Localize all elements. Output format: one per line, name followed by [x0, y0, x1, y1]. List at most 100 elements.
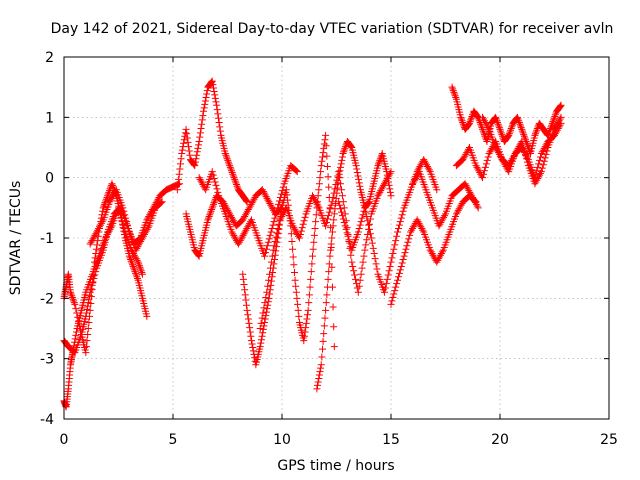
data-point — [176, 180, 184, 188]
data-point — [404, 238, 412, 246]
data-point — [322, 299, 330, 307]
data-point — [128, 259, 136, 267]
data-point — [82, 349, 90, 357]
data-point — [337, 205, 345, 213]
data-point — [311, 225, 319, 233]
data-point — [385, 267, 393, 275]
data-point — [86, 306, 94, 314]
data-point — [68, 292, 76, 300]
data-point — [350, 267, 358, 275]
data-point — [290, 268, 298, 276]
y-tick-label: 1 — [45, 110, 54, 126]
data-point — [71, 300, 79, 308]
data-point — [222, 151, 230, 159]
data-point — [358, 214, 366, 222]
data-point — [249, 343, 257, 351]
data-point — [274, 225, 282, 233]
data-point — [258, 314, 266, 322]
data-point — [210, 87, 218, 95]
data-point — [551, 111, 559, 119]
data-point — [277, 190, 285, 198]
data-point — [334, 179, 342, 187]
data-point — [317, 168, 325, 176]
data-point — [449, 87, 457, 95]
data-point — [209, 200, 217, 208]
data-point — [327, 246, 335, 254]
data-point — [176, 165, 184, 173]
data-point — [268, 252, 276, 260]
data-point — [68, 293, 76, 301]
data-point — [392, 283, 400, 291]
y-tick-label: -1 — [40, 231, 54, 247]
data-point — [337, 160, 345, 168]
data-point — [242, 196, 250, 204]
data-point — [301, 328, 309, 336]
data-point — [307, 275, 315, 283]
data-point — [542, 150, 550, 158]
data-point — [137, 267, 145, 275]
data-point — [212, 181, 220, 189]
series-sat-n — [448, 83, 565, 158]
data-point — [267, 228, 275, 236]
data-point — [327, 240, 335, 248]
data-point — [516, 120, 524, 128]
data-point — [518, 137, 526, 145]
data-point — [227, 165, 235, 173]
data-point — [371, 255, 379, 263]
data-point — [270, 218, 278, 226]
data-point — [372, 260, 380, 268]
data-point — [551, 112, 559, 120]
data-point — [356, 182, 364, 190]
data-point — [100, 202, 108, 210]
data-point — [136, 263, 144, 271]
data-point — [205, 214, 213, 222]
data-point — [518, 125, 526, 133]
data-point — [266, 270, 274, 278]
data-point — [185, 147, 193, 155]
data-point — [387, 258, 395, 266]
data-point — [210, 199, 218, 207]
data-point — [556, 102, 564, 110]
data-point — [391, 241, 399, 249]
data-point — [357, 270, 365, 278]
data-point — [523, 139, 531, 147]
data-point — [67, 290, 75, 298]
data-point — [209, 81, 217, 89]
data-point — [102, 197, 110, 205]
data-point — [180, 139, 188, 147]
data-point — [256, 343, 264, 351]
data-point — [99, 204, 107, 212]
data-point — [364, 217, 372, 225]
data-point — [176, 160, 184, 168]
data-point — [261, 318, 269, 326]
data-point — [206, 211, 214, 219]
data-point — [293, 294, 301, 302]
data-point — [138, 268, 146, 276]
data-point — [337, 186, 345, 194]
data-point — [223, 153, 231, 161]
data-point — [295, 312, 303, 320]
data-point — [259, 325, 267, 333]
series-sat-j — [313, 137, 395, 393]
data-point — [267, 281, 275, 289]
data-point — [335, 174, 343, 182]
data-point — [302, 324, 310, 332]
data-point — [247, 332, 255, 340]
series-sat-p — [479, 113, 565, 188]
data-point — [451, 90, 459, 98]
data-point — [292, 167, 300, 175]
data-point — [181, 129, 189, 137]
data-point — [330, 343, 338, 351]
data-point — [333, 184, 341, 192]
data-point — [275, 200, 283, 208]
data-point — [203, 90, 211, 98]
data-point — [396, 266, 404, 274]
data-point — [257, 319, 265, 327]
data-point — [340, 204, 348, 212]
data-point — [391, 287, 399, 295]
data-point — [344, 232, 352, 240]
data-point — [524, 143, 532, 151]
data-point — [353, 165, 361, 173]
data-point — [242, 296, 250, 304]
data-point — [353, 284, 361, 292]
